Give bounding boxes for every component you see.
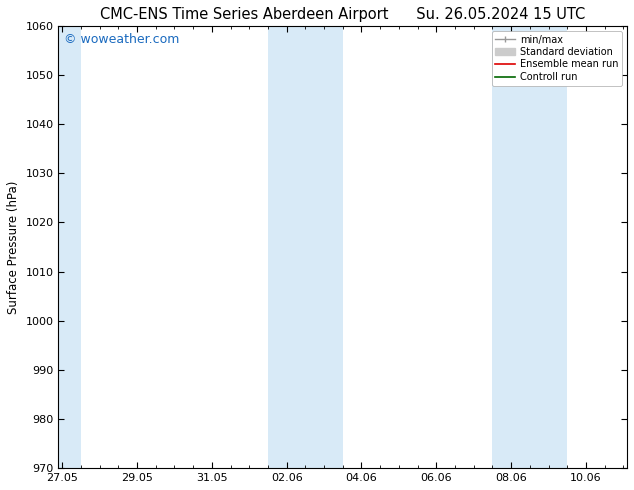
Y-axis label: Surface Pressure (hPa): Surface Pressure (hPa) xyxy=(7,180,20,314)
Title: CMC-ENS Time Series Aberdeen Airport      Su. 26.05.2024 15 UTC: CMC-ENS Time Series Aberdeen Airport Su.… xyxy=(100,7,585,22)
Bar xyxy=(530,26,567,468)
Bar xyxy=(493,26,530,468)
Bar xyxy=(58,26,81,468)
Bar xyxy=(268,26,306,468)
Bar xyxy=(306,26,343,468)
Legend: min/max, Standard deviation, Ensemble mean run, Controll run: min/max, Standard deviation, Ensemble me… xyxy=(491,31,622,86)
Text: © woweather.com: © woweather.com xyxy=(64,32,179,46)
